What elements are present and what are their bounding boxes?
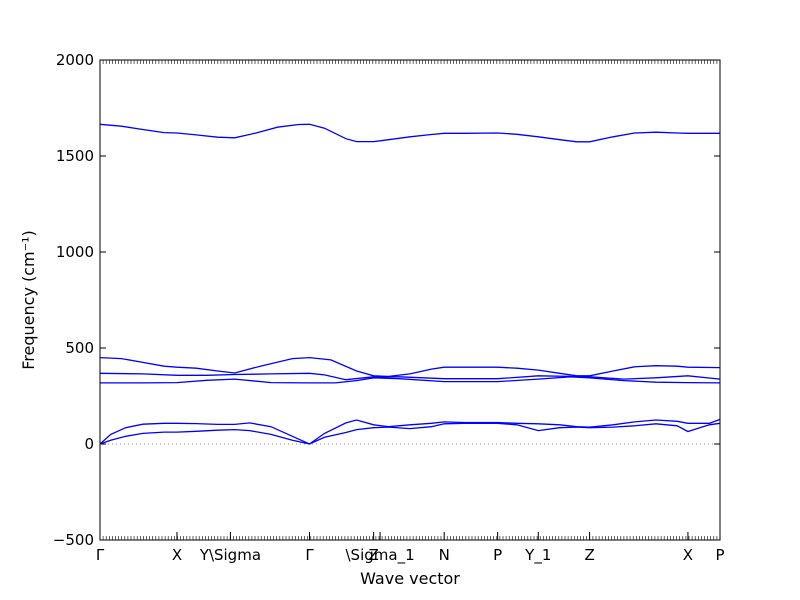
y-axis-label: Frequency (cm⁻¹) (19, 230, 38, 369)
x-tick-label: Z (584, 546, 594, 564)
y-tick-label: −500 (53, 531, 94, 549)
y-tick-label: 2000 (56, 51, 94, 69)
x-tick-label: P (493, 546, 502, 564)
y-tick-label: 1500 (56, 147, 94, 165)
y-tick-label: 500 (65, 339, 94, 357)
y-axis-ticks: −500 0 500 1000 1500 2000 (53, 51, 720, 549)
band-line-3 (99, 372, 721, 381)
band-lines (99, 123, 721, 445)
band-line-2 (99, 356, 721, 378)
y-tick-label: 0 (84, 435, 94, 453)
x-axis-label: Wave vector (360, 569, 460, 588)
x-tick-label: N (439, 546, 450, 564)
x-tick-label: X (172, 546, 182, 564)
x-tick-label: Z (369, 546, 379, 564)
x-tick-label: X (683, 546, 693, 564)
band-line-1 (99, 123, 720, 143)
x-axis-ticks: Γ X Y\Sigma Γ Z\Sigma_1 N P Y_1 Z X P (96, 60, 725, 565)
x-tick-label: Γ (96, 546, 105, 564)
y-tick-label: 1000 (56, 243, 94, 261)
x-tick-label: Y\Sigma (199, 546, 261, 564)
plot-frame (99, 59, 721, 541)
x-tick-label: \Sigma_1 (346, 546, 415, 565)
x-tick-label: Y_1 (524, 546, 551, 565)
band-line-6 (99, 422, 721, 445)
x-tick-label: Γ (305, 546, 314, 564)
band-line-4 (100, 376, 721, 384)
x-tick-label: P (715, 546, 724, 564)
